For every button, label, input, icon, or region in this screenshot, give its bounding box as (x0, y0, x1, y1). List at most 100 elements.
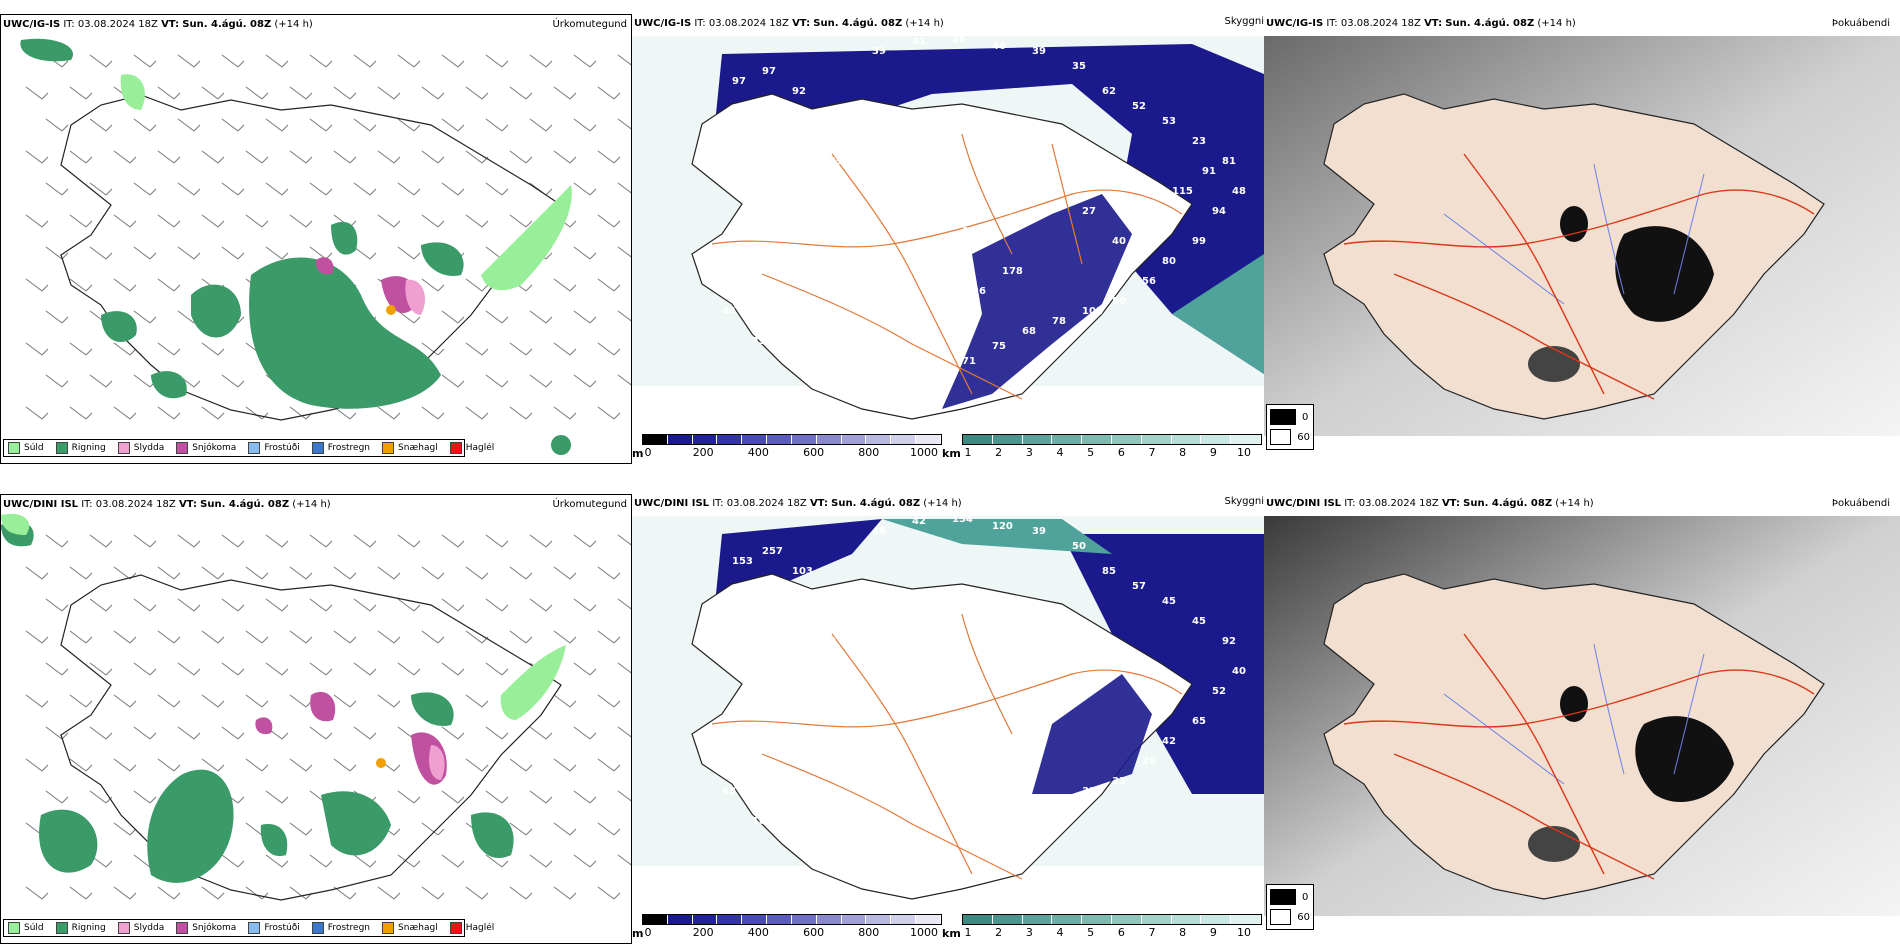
precip-legend-item: Snæhagl (382, 442, 438, 454)
colorbar-segment (963, 435, 993, 444)
wind-barb (397, 854, 421, 868)
visibility-value-label: 45 (1192, 616, 1206, 627)
height-colorbar: 0 200 400 600 800 1000 (642, 914, 942, 942)
colorbar-tick-label: 6 (1117, 926, 1125, 939)
colorbar-segment (1022, 435, 1053, 444)
wind-barb (221, 726, 245, 740)
snow-hail-spot (386, 305, 396, 315)
wind-barb (89, 598, 113, 612)
wind-barb (289, 150, 313, 164)
legend-swatch (176, 442, 189, 454)
legend-label: Haglél (465, 923, 495, 933)
legend-swatch (8, 922, 20, 934)
wind-barb (441, 310, 465, 324)
legend-label: Snjókoma (192, 443, 237, 453)
wind-barb (25, 278, 49, 292)
wind-barb (421, 214, 445, 228)
wind-barb (421, 278, 445, 292)
snow-hail-spot (376, 758, 386, 768)
colorbar-tick-label: 1000 (910, 446, 938, 459)
wind-barb (617, 246, 631, 258)
wind-barb (25, 694, 49, 708)
wind-barb (157, 886, 181, 900)
precip-legend-item: Haglél (449, 922, 495, 934)
precip-legend-item: Slydda (117, 922, 164, 934)
wind-barb (157, 630, 181, 644)
wind-barb (421, 822, 445, 836)
fog-low-vis-south (942, 194, 1132, 409)
wind-barb (133, 726, 157, 740)
wind-barb (485, 374, 509, 388)
visibility-value-label: 50 (1072, 541, 1086, 552)
wind-barb (201, 694, 225, 708)
iceland-land (1323, 573, 1825, 900)
wind-barb (113, 886, 137, 900)
wind-barb (177, 118, 201, 132)
colorbar-tick-label: 400 (747, 926, 769, 939)
iceland-coastline (60, 574, 562, 901)
legend-swatch (117, 442, 130, 454)
wind-barb (441, 790, 465, 804)
wind-barb (421, 630, 445, 644)
visibility-value-label: 35 (1072, 61, 1086, 72)
wind-barb (617, 790, 631, 802)
visibility-value-label: 101 (1082, 306, 1103, 317)
wind-barb (177, 598, 201, 612)
visibility-value-label: 63 (1022, 186, 1036, 197)
wind-barb (69, 214, 93, 228)
precip-legend-item: Frostregn (311, 922, 370, 934)
rain-areas (20, 38, 571, 455)
wind-barb (265, 662, 289, 676)
wind-barb (25, 886, 49, 900)
fog-white-swatch (1270, 909, 1292, 925)
wind-barb (25, 566, 49, 580)
wind-barb (309, 726, 333, 740)
colorbar-segment (841, 915, 867, 924)
colorbar-segment (891, 435, 917, 444)
wind-barb (617, 534, 631, 546)
wind-barb (69, 694, 93, 708)
wind-barb (509, 150, 533, 164)
wind-barb (157, 758, 181, 772)
wind-barb (353, 534, 377, 548)
legend-swatch (382, 442, 395, 454)
visibility-value-label: 71 (962, 356, 976, 367)
colorbar-tick-label: 1000 (910, 926, 938, 939)
panel-header: UWC/DINI ISL IT: 03.08.2024 18Z VT: Sun.… (634, 498, 962, 509)
wind-barb (485, 662, 509, 676)
wind-barb (245, 758, 269, 772)
wind-barb (465, 278, 489, 292)
wind-barb (89, 118, 113, 132)
wind-barb (353, 726, 377, 740)
iceland-land (1323, 93, 1825, 420)
fog-legend: 0 60 (1266, 884, 1314, 930)
visibility-value-label: 70 (932, 366, 946, 377)
wind-barb (617, 182, 631, 194)
wind-barb (201, 886, 225, 900)
legend-swatch (117, 922, 130, 934)
precip-legend-item: Snjókoma (176, 442, 236, 454)
precip-legend-item: Súld (8, 442, 44, 454)
colorbar-tick-label: 2 (995, 446, 1003, 459)
wind-barb (221, 854, 245, 868)
panel-title: Úrkomutegund (552, 19, 627, 30)
colorbar-segment (692, 915, 718, 924)
colorbar-segment (891, 915, 917, 924)
wind-barb (441, 182, 465, 196)
precip-legend-item: Frostregn (311, 442, 370, 454)
visibility-value-label: 65 (1192, 716, 1206, 727)
visibility-value-label: 32 (992, 821, 1006, 832)
wind-barb (485, 534, 509, 548)
legend-swatch (449, 442, 462, 454)
wind-barb (133, 662, 157, 676)
visibility-value-label: 94 (1212, 206, 1226, 217)
visibility-value-label: 57 (1132, 581, 1146, 592)
wind-barb (397, 790, 421, 804)
wind-barb (221, 662, 245, 676)
wind-barb (69, 406, 93, 420)
wind-barb (397, 246, 421, 260)
wind-barb (221, 374, 245, 388)
colorbar-segment (791, 435, 817, 444)
panel-header: UWC/IG-IS IT: 03.08.2024 18Z VT: Sun. 4.… (1266, 18, 1576, 29)
colorbar-tick-label: 800 (858, 926, 880, 939)
